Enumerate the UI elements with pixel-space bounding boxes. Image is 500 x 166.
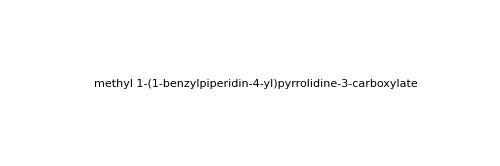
Text: methyl 1-(1-benzylpiperidin-4-yl)pyrrolidine-3-carboxylate: methyl 1-(1-benzylpiperidin-4-yl)pyrroli… bbox=[94, 79, 418, 89]
